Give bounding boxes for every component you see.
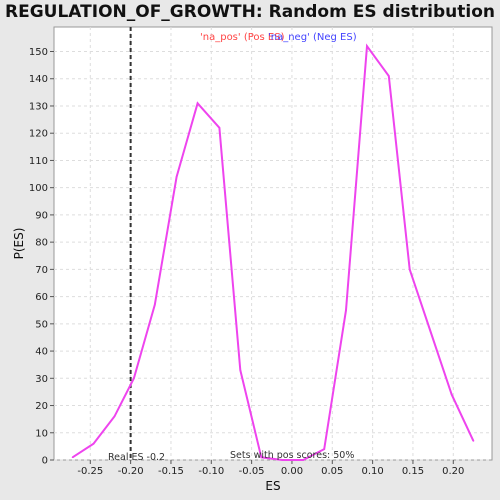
data-point [366, 45, 368, 47]
data-point [387, 75, 390, 77]
y-tick-label: 60 [35, 292, 48, 303]
data-point [239, 369, 242, 371]
data-point [133, 377, 135, 380]
data-point [323, 448, 326, 450]
data-point [196, 102, 199, 105]
data-point [92, 442, 95, 445]
data-point [71, 456, 74, 459]
plot-area [53, 26, 493, 461]
y-tick-label: 0 [42, 456, 48, 467]
x-tick-label: 0.10 [361, 466, 383, 477]
chart-title: REGULATION_OF_GROWTH: Random ES distribu… [5, 2, 495, 22]
y-tick-label: 20 [35, 401, 48, 412]
y-axis-label: P(ES) [12, 228, 26, 260]
y-tick-label: 80 [35, 238, 48, 249]
x-tick-label: 0.05 [321, 466, 343, 477]
data-point [472, 440, 475, 442]
data-point [281, 459, 284, 461]
y-tick-label: 110 [29, 156, 48, 167]
y-tick-label: 120 [29, 129, 48, 140]
x-axis-label: ES [265, 479, 280, 493]
footnote: Sets with pos scores: 50% [230, 450, 354, 461]
data-point [154, 303, 156, 306]
x-tick-label: 0.00 [281, 466, 303, 477]
x-tick-label: -0.05 [239, 466, 265, 477]
data-point [408, 268, 411, 271]
x-tick-label: 0.20 [442, 466, 464, 477]
data-point [218, 126, 221, 129]
x-tick-label: -0.25 [77, 466, 103, 477]
data-point [302, 459, 305, 461]
legend-pos: 'na_pos' (Pos ES) [200, 32, 285, 43]
data-point [345, 309, 347, 312]
data-point [113, 415, 116, 418]
data-point [175, 175, 178, 178]
y-tick-label: 50 [35, 319, 48, 330]
y-tick-label: 130 [29, 101, 48, 112]
y-tick-label: 70 [35, 265, 48, 276]
x-tick-label: -0.15 [158, 466, 184, 477]
y-tick-label: 140 [29, 74, 48, 85]
y-axis: 0 10 20 30 40 50 60 70 80 90 100 110 120 130 140 150 [29, 47, 54, 467]
data-point [450, 393, 453, 396]
y-tick-label: 30 [35, 374, 48, 385]
x-tick-label: 0.15 [402, 466, 424, 477]
data-point [429, 331, 432, 333]
series-points [71, 45, 475, 461]
series-line [72, 43, 475, 461]
x-tick-label: -0.20 [118, 466, 144, 477]
legend-neg: 'na_neg' (Neg ES) [268, 32, 357, 43]
y-tick-label: 100 [29, 183, 48, 194]
x-tick-label: -0.10 [198, 466, 224, 477]
y-tick-label: 40 [35, 347, 48, 358]
x-axis: -0.25 -0.20 -0.15 -0.10 -0.05 0.00 0.05 0.10 0.1… [77, 460, 464, 477]
real-es-label: Real ES -0.2 [108, 452, 165, 463]
y-tick-label: 10 [35, 428, 48, 439]
data-point [260, 456, 263, 459]
y-tick-label: 90 [35, 210, 48, 221]
y-tick-label: 150 [29, 47, 48, 58]
